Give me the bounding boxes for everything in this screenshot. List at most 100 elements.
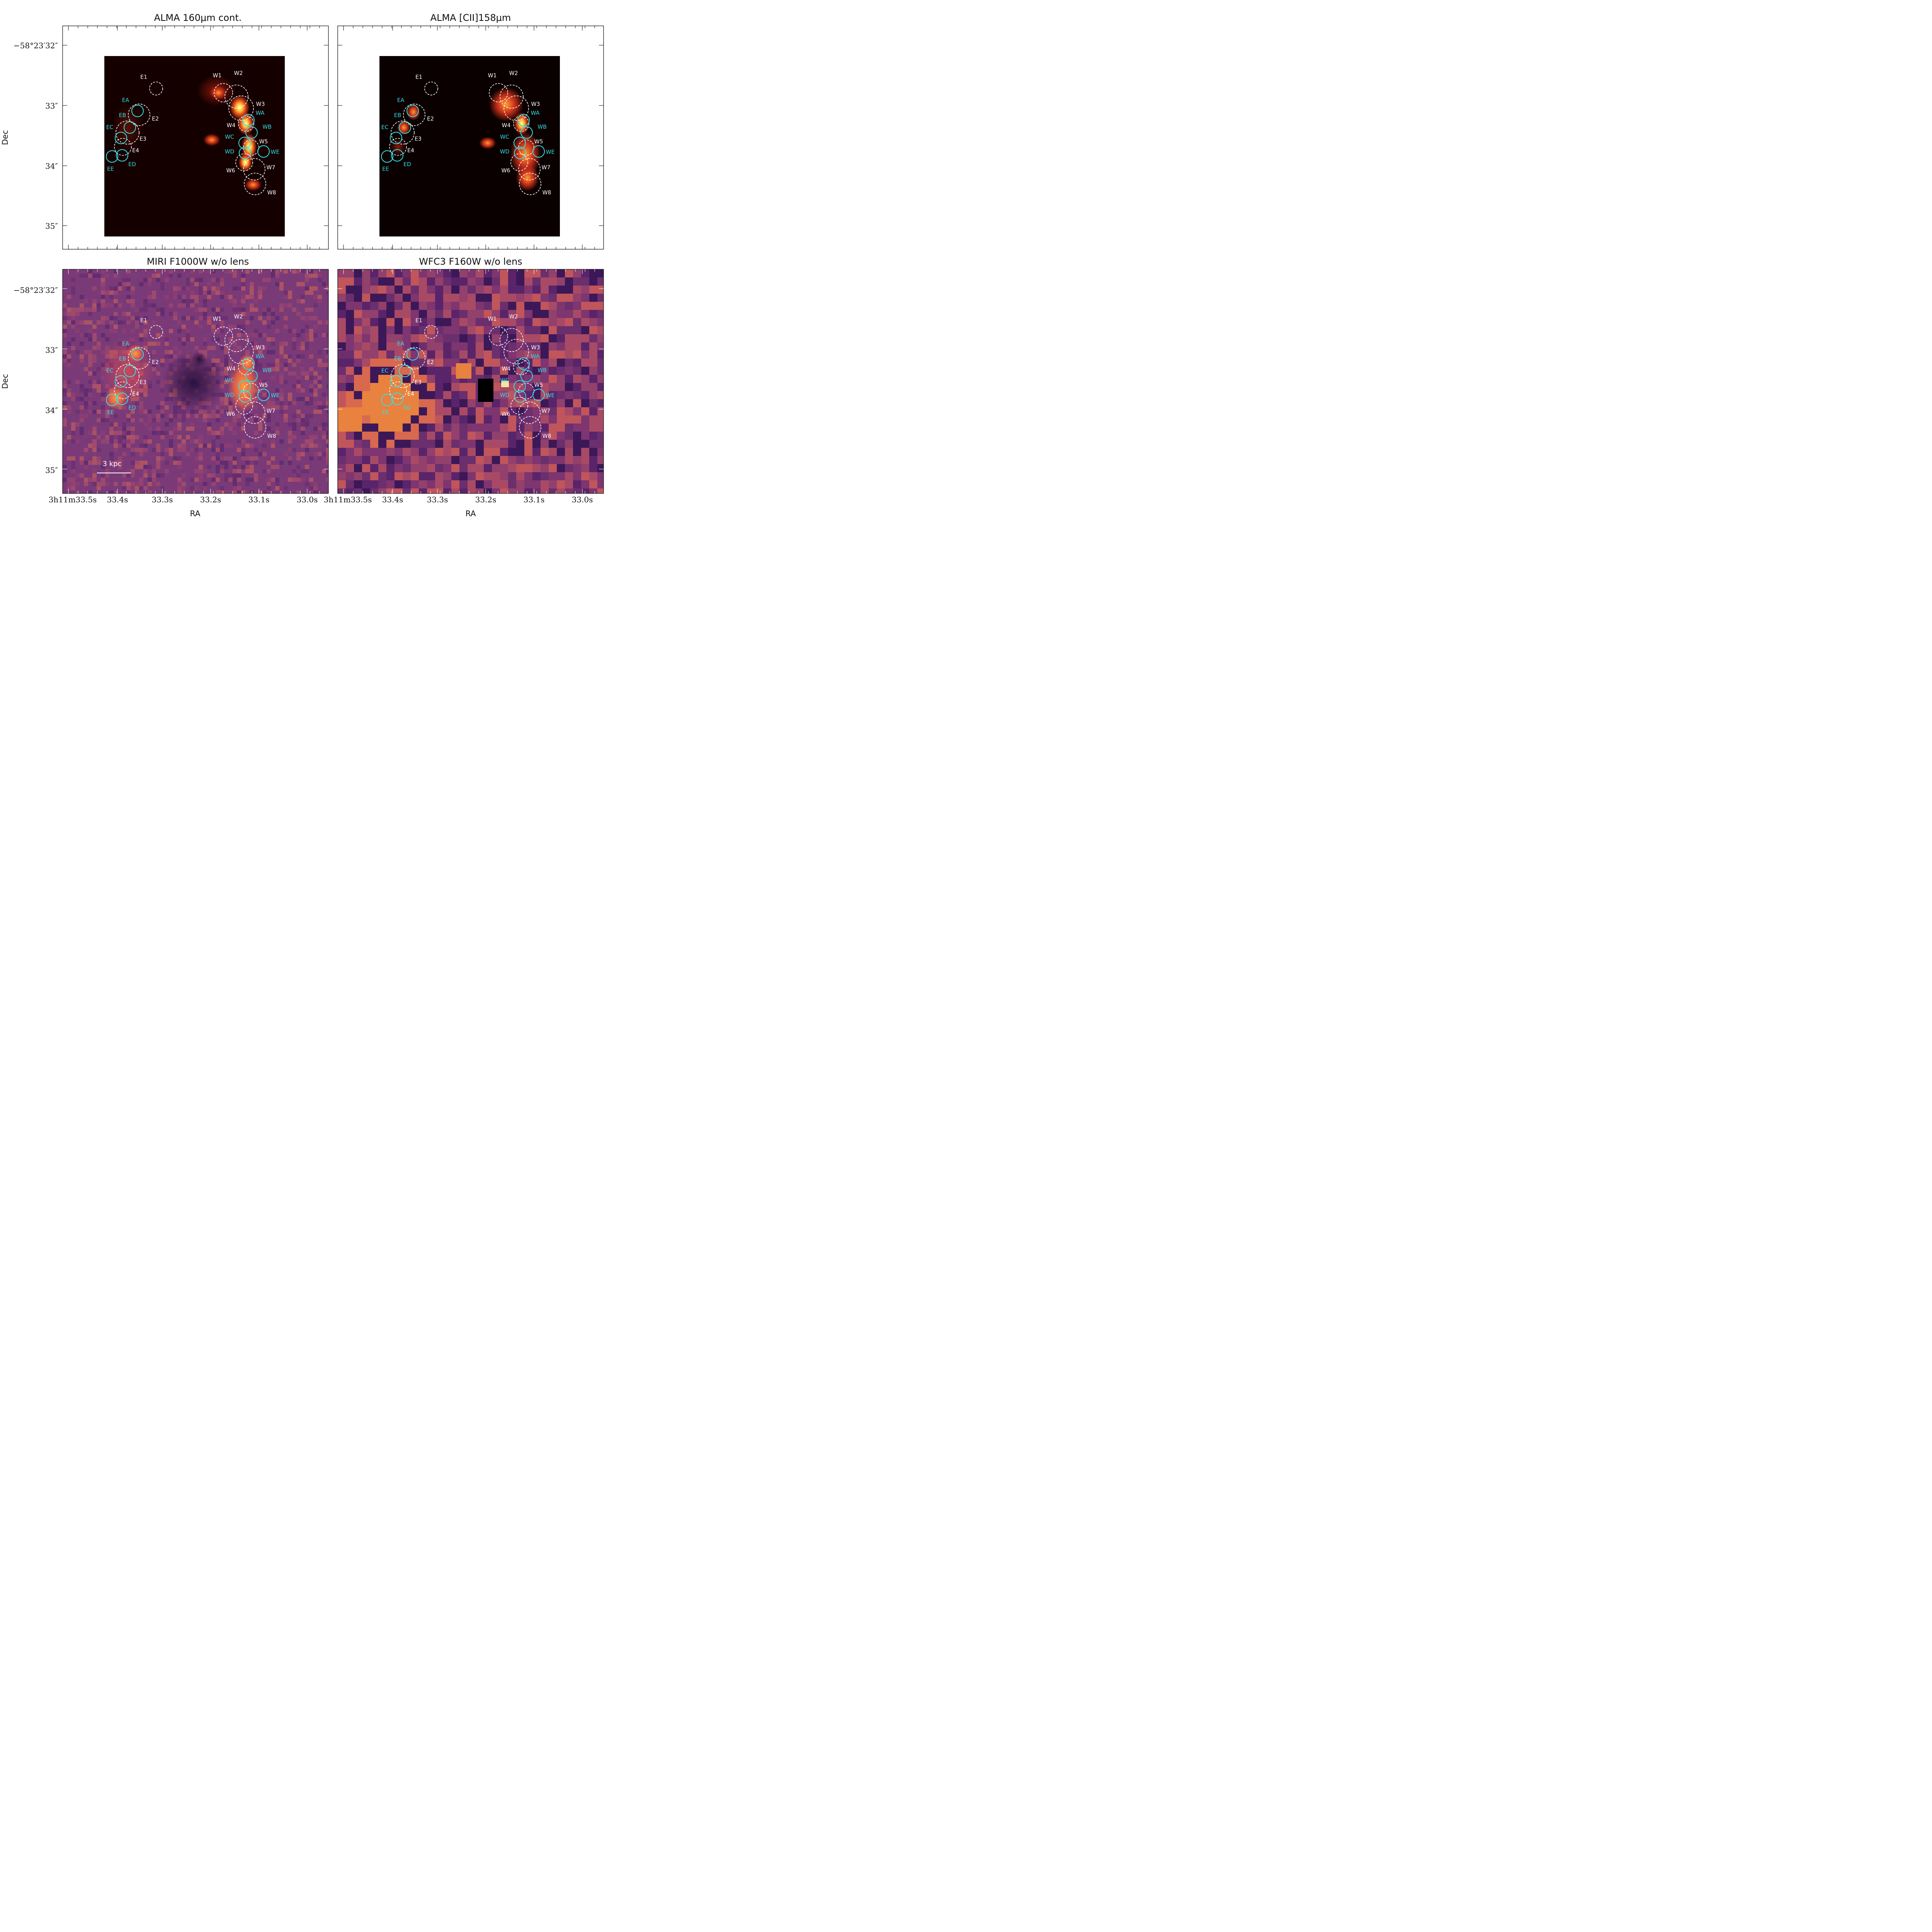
y-axis-label: Dec xyxy=(0,130,10,145)
region-label-w8: W8 xyxy=(543,433,551,439)
region-circle-w8 xyxy=(519,416,541,439)
region-circle-e2 xyxy=(403,104,425,126)
region-circle-ec xyxy=(115,375,127,388)
region-label-eb: EB xyxy=(119,356,126,362)
region-circle-ed xyxy=(116,393,128,405)
ra-tick-label: 33.2s xyxy=(200,495,221,504)
region-label-ea: EA xyxy=(397,341,405,347)
region-circle-e3 xyxy=(391,364,415,388)
region-label-wa: WA xyxy=(531,110,540,116)
region-circle-wa xyxy=(242,114,255,126)
alma-cont-image xyxy=(104,56,285,236)
region-label-e3: E3 xyxy=(139,379,146,386)
region-label-wb: WB xyxy=(537,367,546,374)
region-label-eb: EB xyxy=(119,112,126,119)
region-circle-we xyxy=(257,145,270,158)
region-circle-w7 xyxy=(243,401,265,424)
region-circle-wa xyxy=(517,357,530,370)
region-label-ed: ED xyxy=(128,405,136,411)
region-label-ec: EC xyxy=(381,368,389,374)
miri-image xyxy=(63,269,328,493)
dec-tick-label: 34″ xyxy=(45,406,58,415)
region-label-ed: ED xyxy=(403,405,411,411)
region-label-e2: E2 xyxy=(152,116,159,122)
region-circle-e1 xyxy=(424,325,438,339)
region-circle-e2 xyxy=(403,347,425,369)
region-label-w5: W5 xyxy=(534,382,543,388)
region-label-w6: W6 xyxy=(502,411,510,417)
region-label-e3: E3 xyxy=(415,136,422,142)
region-circle-wd xyxy=(239,390,251,403)
region-circle-wb xyxy=(245,370,258,382)
region-circle-we xyxy=(532,145,545,158)
region-label-eb: EB xyxy=(394,112,401,119)
region-label-e4: E4 xyxy=(132,391,139,397)
region-circle-eb xyxy=(124,121,136,134)
panel-title: WFC3 F160W w/o lens xyxy=(419,256,522,267)
region-label-w2: W2 xyxy=(509,314,518,320)
region-circle-e4 xyxy=(114,138,132,156)
region-circle-wa xyxy=(242,357,255,370)
region-label-ec: EC xyxy=(381,124,389,131)
region-circle-eb xyxy=(399,365,411,377)
region-label-w8: W8 xyxy=(267,433,276,439)
region-circle-ed xyxy=(391,149,403,162)
region-label-ec: EC xyxy=(106,368,114,374)
region-label-ee: EE xyxy=(382,166,389,172)
region-label-we: WE xyxy=(271,149,280,155)
region-label-w8: W8 xyxy=(267,190,276,196)
region-label-ea: EA xyxy=(122,97,129,104)
region-circle-w3 xyxy=(503,339,529,364)
region-circle-wa xyxy=(517,114,530,126)
dec-tick-label: 34″ xyxy=(45,162,58,171)
region-label-wc: WC xyxy=(225,378,234,384)
region-circle-w4 xyxy=(238,359,254,375)
ra-tick-label: 33.2s xyxy=(475,495,497,504)
dec-tick-label: 35″ xyxy=(45,466,58,475)
region-label-eb: EB xyxy=(394,356,401,362)
region-label-we: WE xyxy=(546,149,555,155)
region-label-w1: W1 xyxy=(213,73,222,79)
region-circle-w4 xyxy=(513,359,529,375)
region-circle-w7 xyxy=(518,401,541,424)
region-label-e2: E2 xyxy=(427,359,434,366)
region-label-e1: E1 xyxy=(415,74,422,80)
region-circle-w1 xyxy=(214,327,233,346)
ra-tick-label: 33.1s xyxy=(248,495,270,504)
region-label-e4: E4 xyxy=(407,148,414,154)
region-label-wb: WB xyxy=(262,367,271,374)
region-label-wc: WC xyxy=(500,134,509,140)
region-label-wd: WD xyxy=(500,392,510,398)
axes: −58°23′32″ 33″ 34″ 35″ −58°23′32″ 33″ 34… xyxy=(0,26,604,518)
region-label-w1: W1 xyxy=(488,316,497,322)
region-label-wa: WA xyxy=(256,354,265,360)
region-circle-ed xyxy=(391,393,403,405)
region-label-ee: EE xyxy=(107,410,114,416)
region-circle-ee xyxy=(381,150,393,163)
region-label-wd: WD xyxy=(225,392,235,398)
region-circle-w4 xyxy=(513,116,529,132)
region-label-w6: W6 xyxy=(226,168,235,174)
region-circle-wb xyxy=(520,370,533,382)
region-circle-w8 xyxy=(244,173,266,195)
region-label-e4: E4 xyxy=(407,391,414,397)
region-circle-e3 xyxy=(391,121,415,145)
dec-tick-label: −58°23′32″ xyxy=(14,41,58,50)
region-circle-ee xyxy=(381,394,393,406)
region-label-e1: E1 xyxy=(140,318,147,324)
region-circle-e3 xyxy=(116,364,139,388)
region-circle-w6 xyxy=(510,397,528,415)
region-circle-ed xyxy=(116,149,128,162)
region-circle-e1 xyxy=(424,82,438,95)
y-axis-label: Dec xyxy=(0,374,10,389)
region-circle-w6 xyxy=(510,153,528,171)
region-label-e2: E2 xyxy=(427,116,434,122)
ra-tick-label: 33.4s xyxy=(382,495,403,504)
region-label-wa: WA xyxy=(531,354,540,360)
region-label-ea: EA xyxy=(397,97,405,104)
ra-tick-label: 3h11m33.5s xyxy=(324,495,372,504)
region-circle-w1 xyxy=(214,83,233,102)
region-circle-w1 xyxy=(489,83,508,102)
